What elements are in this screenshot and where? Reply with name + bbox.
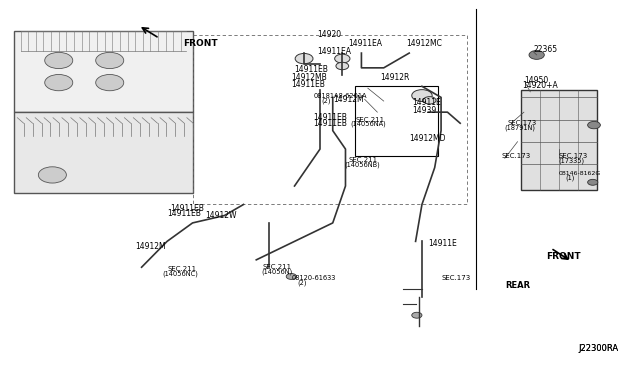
Text: (2): (2): [298, 279, 307, 286]
Text: 14939: 14939: [412, 106, 436, 115]
Text: (14056NC): (14056NC): [162, 270, 198, 277]
Text: 14920+A: 14920+A: [523, 81, 558, 90]
Text: 14912MD: 14912MD: [409, 134, 445, 142]
Text: 08181A8-6201A: 08181A8-6201A: [314, 93, 367, 99]
Text: 14912MB: 14912MB: [291, 73, 327, 81]
Circle shape: [529, 51, 544, 60]
Circle shape: [295, 54, 313, 64]
Text: 08120-61633: 08120-61633: [291, 275, 336, 281]
Text: (14056N): (14056N): [261, 269, 292, 275]
Text: (18791N): (18791N): [505, 125, 536, 131]
Circle shape: [96, 52, 124, 68]
Circle shape: [38, 167, 67, 183]
Text: SEC.211: SEC.211: [355, 116, 384, 122]
Text: 14912MC: 14912MC: [406, 39, 442, 48]
Text: 14911EA: 14911EA: [317, 47, 351, 56]
Bar: [14, 112, 193, 193]
Text: 14911EB: 14911EB: [314, 119, 348, 128]
Text: REAR: REAR: [505, 281, 530, 290]
Text: 22365: 22365: [534, 45, 557, 54]
Text: 14911EB: 14911EB: [170, 203, 204, 213]
Bar: [14, 31, 193, 112]
Circle shape: [412, 312, 422, 318]
Text: (14056NB): (14056NB): [344, 161, 380, 168]
Text: 14911E: 14911E: [412, 99, 441, 108]
Text: 14911EB: 14911EB: [291, 80, 325, 89]
Text: FRONT: FRONT: [183, 39, 218, 48]
Text: SEC.173: SEC.173: [441, 275, 470, 281]
Bar: [355, 86, 438, 157]
Circle shape: [588, 179, 598, 185]
Text: 14912R: 14912R: [381, 73, 410, 81]
Text: SEC.173: SEC.173: [502, 154, 531, 160]
Text: SEC.211: SEC.211: [349, 157, 378, 163]
Text: 14912W: 14912W: [205, 211, 237, 220]
Text: SEC.173: SEC.173: [559, 154, 588, 160]
Circle shape: [335, 54, 350, 63]
Text: 14950: 14950: [524, 76, 548, 85]
Text: SEC.211: SEC.211: [167, 266, 196, 272]
Circle shape: [412, 90, 432, 102]
Text: (1): (1): [565, 174, 575, 181]
Text: SEC.173: SEC.173: [508, 120, 537, 126]
Bar: [521, 90, 597, 190]
Text: 14920: 14920: [317, 30, 341, 39]
Circle shape: [45, 74, 73, 91]
Circle shape: [588, 121, 600, 129]
Text: 14912M: 14912M: [135, 243, 166, 251]
Text: 14911EB: 14911EB: [294, 65, 328, 74]
Circle shape: [423, 97, 436, 104]
Circle shape: [45, 52, 73, 68]
Text: (17335): (17335): [558, 158, 584, 164]
Text: 14911E: 14911E: [428, 239, 457, 248]
Text: (14056NA): (14056NA): [351, 121, 387, 127]
Text: J22300RA: J22300RA: [578, 344, 618, 353]
Text: (2): (2): [321, 97, 331, 103]
Text: 14912M: 14912M: [333, 95, 364, 104]
Circle shape: [336, 62, 349, 70]
Text: J22300RA: J22300RA: [578, 344, 618, 353]
Text: 14911EA: 14911EA: [349, 39, 383, 48]
Text: 14911EB: 14911EB: [314, 113, 348, 122]
Text: FRONT: FRONT: [546, 251, 581, 261]
Circle shape: [286, 273, 296, 279]
Text: 14911EB: 14911EB: [167, 209, 201, 218]
Text: 08146-8162G: 08146-8162G: [559, 171, 601, 176]
Text: SEC.211: SEC.211: [262, 264, 292, 270]
Circle shape: [96, 74, 124, 91]
